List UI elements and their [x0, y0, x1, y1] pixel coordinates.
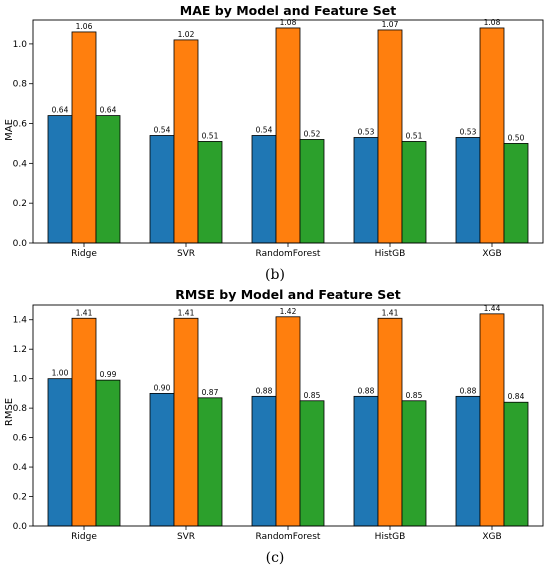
mae-y-tick-label: 0.6 [13, 120, 28, 130]
rmse-bar-value-label: 1.41 [178, 308, 195, 317]
mae-x-tick-label: RandomForest [256, 249, 321, 259]
rmse-bar-value-label: 0.99 [100, 370, 117, 379]
mae-bar-ridge-2 [95, 115, 121, 244]
rmse-y-tick-label: 0.2 [13, 493, 27, 503]
rmse-y-tick-label: 1.4 [13, 316, 28, 326]
rmse-y-tick-label: 0.6 [13, 434, 28, 444]
rmse-y-axis-label: RMSE [4, 398, 15, 426]
mae-bar-value-label: 1.06 [76, 22, 93, 31]
rmse-bar-value-label: 0.88 [256, 386, 273, 395]
mae-bar-randomforest-1 [275, 27, 301, 244]
rmse-x-tick-label: HistGB [375, 532, 406, 542]
rmse-x-tick-label: Ridge [71, 532, 97, 542]
rmse-y-tick-label: 1.0 [13, 375, 28, 385]
rmse-bar-value-label: 0.84 [508, 392, 525, 401]
rmse-bar-value-label: 0.85 [406, 391, 423, 400]
rmse-bar-value-label: 1.41 [382, 308, 399, 317]
mae-x-tick-label: SVR [177, 249, 195, 259]
mae-bar-value-label: 1.08 [280, 18, 297, 27]
rmse-bar-value-label: 1.44 [484, 304, 501, 313]
mae-bar-value-label: 0.53 [358, 127, 375, 136]
rmse-y-tick-label: 0.0 [13, 522, 28, 532]
mae-bar-svr-2 [197, 141, 223, 244]
mae-y-tick-label: 0.8 [13, 80, 28, 90]
rmse-y-tick-label: 1.2 [13, 345, 27, 355]
rmse-bar-histgb-1 [377, 317, 403, 527]
mae-bar-value-label: 1.02 [178, 30, 195, 39]
panel-label-b: (b) [265, 267, 285, 283]
mae-y-axis-label: MAE [4, 119, 15, 141]
rmse-bar-ridge-0 [47, 378, 73, 527]
mae-y-tick-label: 1.0 [13, 40, 28, 50]
mae-bar-randomforest-0 [251, 135, 277, 244]
rmse-x-tick-label: SVR [177, 532, 195, 542]
rmse-bar-ridge-2 [95, 379, 121, 527]
rmse-bar-svr-1 [173, 317, 199, 527]
mae-axes-frame [32, 19, 544, 244]
rmse-bar-svr-2 [197, 397, 223, 527]
rmse-bar-svr-0 [149, 392, 175, 527]
rmse-axes-frame [32, 304, 544, 527]
mae-bar-ridge-1 [71, 31, 97, 244]
rmse-chart-title: RMSE by Model and Feature Set [175, 287, 400, 302]
mae-bar-value-label: 0.51 [406, 131, 423, 140]
rmse-bar-xgb-1 [479, 313, 505, 527]
mae-bar-svr-0 [149, 135, 175, 244]
rmse-plot-area: 1.00 1.41 0.99 Ridge 0.90 1.41 0.87 SVR 0.88 1.42… [13, 304, 544, 542]
mae-bar-value-label: 0.50 [508, 133, 525, 142]
rmse-bar-value-label: 0.87 [202, 388, 219, 397]
rmse-bar-histgb-2 [401, 400, 427, 527]
mae-bar-value-label: 0.53 [460, 127, 477, 136]
mae-x-tick-label: Ridge [71, 249, 97, 259]
mae-bar-value-label: 0.64 [100, 106, 117, 115]
mae-y-tick-label: 0.4 [13, 159, 28, 169]
rmse-bar-xgb-2 [503, 401, 529, 527]
rmse-bar-randomforest-2 [299, 400, 325, 527]
rmse-bar-histgb-0 [353, 395, 379, 527]
mae-bar-value-label: 1.08 [484, 18, 501, 27]
mae-y-tick-label: 0.0 [13, 239, 28, 249]
rmse-bar-value-label: 0.88 [358, 386, 375, 395]
rmse-bar-xgb-0 [455, 395, 481, 527]
mae-x-tick-label: HistGB [375, 249, 406, 259]
rmse-bar-value-label: 0.85 [304, 391, 321, 400]
mae-plot-area: 0.64 1.06 0.64 Ridge 0.54 1.02 0.51 SVR 0.54 1.08… [13, 18, 544, 259]
mae-bar-xgb-0 [455, 137, 481, 244]
mae-bar-randomforest-2 [299, 139, 325, 244]
mae-bar-value-label: 0.51 [202, 131, 219, 140]
rmse-bar-value-label: 1.41 [76, 308, 93, 317]
mae-bar-histgb-1 [377, 29, 403, 244]
rmse-bar-value-label: 0.90 [154, 383, 171, 392]
rmse-bar-value-label: 1.00 [52, 369, 69, 378]
mae-bar-xgb-1 [479, 27, 505, 244]
rmse-bar-ridge-1 [71, 317, 97, 527]
rmse-bar-value-label: 0.88 [460, 386, 477, 395]
mae-y-tick-label: 0.2 [13, 199, 27, 209]
mae-bar-ridge-0 [47, 115, 73, 244]
rmse-x-tick-label: XGB [482, 532, 501, 542]
mae-bar-histgb-0 [353, 137, 379, 244]
mae-x-tick-label: XGB [482, 249, 501, 259]
rmse-x-tick-label: RandomForest [256, 532, 321, 542]
mae-bar-svr-1 [173, 39, 199, 244]
rmse-chart-panel: RMSE by Model and Feature Set RMSE 1.001… [4, 287, 544, 566]
rmse-bar-value-label: 1.42 [280, 307, 297, 316]
mae-bar-histgb-2 [401, 141, 427, 244]
rmse-y-tick-label: 0.8 [13, 404, 28, 414]
rmse-bar-randomforest-1 [275, 316, 301, 527]
mae-bar-xgb-2 [503, 143, 529, 244]
panel-label-c: (c) [266, 550, 285, 566]
mae-bar-value-label: 0.54 [154, 125, 171, 134]
mae-bar-value-label: 0.54 [256, 125, 273, 134]
mae-bar-value-label: 0.64 [52, 106, 69, 115]
rmse-y-tick-label: 0.4 [13, 463, 28, 473]
mae-bar-value-label: 0.52 [304, 129, 321, 138]
mae-chart-title: MAE by Model and Feature Set [180, 3, 396, 18]
mae-chart-panel: MAE by Model and Feature Set MAE 0.64 1.0… [4, 3, 544, 283]
mae-bar-value-label: 1.07 [382, 20, 399, 29]
rmse-bar-randomforest-0 [251, 395, 277, 527]
